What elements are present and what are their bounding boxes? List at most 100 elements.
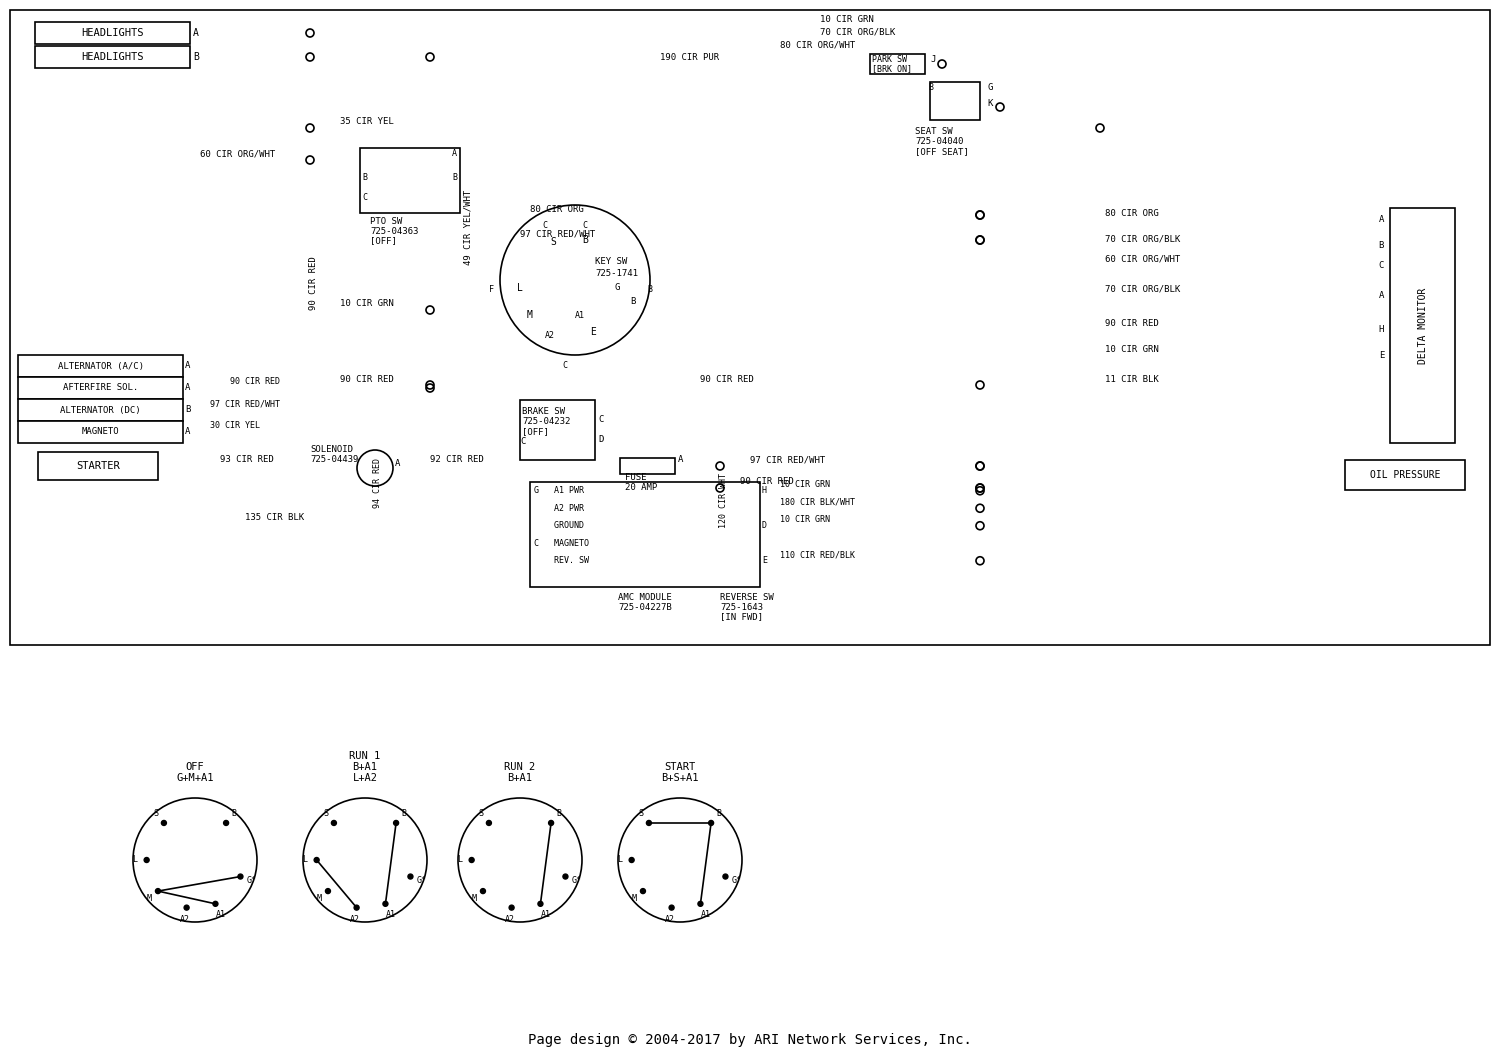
Circle shape bbox=[306, 124, 314, 132]
Text: SOLENOID: SOLENOID bbox=[310, 446, 352, 454]
Text: E: E bbox=[590, 327, 596, 337]
Circle shape bbox=[426, 384, 433, 392]
Text: 190 CIR PUR: 190 CIR PUR bbox=[660, 54, 718, 62]
Bar bbox=[34, 22, 190, 44]
Text: G*: G* bbox=[732, 876, 742, 885]
Text: S: S bbox=[153, 809, 159, 818]
Text: A1: A1 bbox=[700, 910, 711, 920]
Bar bbox=[18, 377, 183, 399]
Text: 70 CIR ORG/BLK: 70 CIR ORG/BLK bbox=[1106, 234, 1180, 244]
Text: S: S bbox=[478, 809, 483, 818]
Circle shape bbox=[996, 103, 1004, 111]
Text: Page design © 2004-2017 by ARI Network Services, Inc.: Page design © 2004-2017 by ARI Network S… bbox=[528, 1033, 972, 1046]
Circle shape bbox=[976, 484, 984, 492]
Circle shape bbox=[669, 905, 674, 910]
Text: G*: G* bbox=[572, 876, 582, 885]
Circle shape bbox=[976, 211, 984, 219]
Text: M: M bbox=[632, 894, 636, 903]
Text: 725-04363: 725-04363 bbox=[370, 226, 419, 235]
Text: 60 CIR ORG/WHT: 60 CIR ORG/WHT bbox=[200, 150, 276, 158]
Text: C: C bbox=[598, 415, 603, 425]
Text: 90 CIR RED: 90 CIR RED bbox=[230, 377, 280, 386]
Text: S: S bbox=[550, 237, 556, 247]
Text: C   MAGNETO: C MAGNETO bbox=[534, 539, 590, 548]
Text: 97 CIR RED/WHT: 97 CIR RED/WHT bbox=[520, 229, 596, 239]
Text: 10 CIR GRN: 10 CIR GRN bbox=[1106, 344, 1158, 354]
Circle shape bbox=[314, 857, 320, 863]
Text: B+S+A1: B+S+A1 bbox=[662, 773, 699, 782]
Text: 725-04040: 725-04040 bbox=[915, 137, 963, 147]
Text: 60 CIR ORG/WHT: 60 CIR ORG/WHT bbox=[1106, 254, 1180, 264]
Text: B+A1: B+A1 bbox=[507, 773, 532, 782]
Text: [OFF SEAT]: [OFF SEAT] bbox=[915, 148, 969, 156]
Text: [OFF]: [OFF] bbox=[522, 428, 549, 436]
Text: D: D bbox=[598, 435, 603, 445]
Text: 92 CIR RED: 92 CIR RED bbox=[430, 455, 483, 465]
Text: AMC MODULE: AMC MODULE bbox=[618, 592, 672, 602]
Text: K: K bbox=[987, 99, 993, 109]
Bar bbox=[38, 452, 158, 480]
Circle shape bbox=[480, 888, 486, 893]
Text: B: B bbox=[556, 809, 561, 818]
Text: START: START bbox=[664, 762, 696, 772]
Text: SEAT SW: SEAT SW bbox=[915, 128, 952, 136]
Text: 90 CIR RED: 90 CIR RED bbox=[740, 477, 794, 487]
Text: AFTERFIRE SOL.: AFTERFIRE SOL. bbox=[63, 383, 138, 393]
Circle shape bbox=[354, 905, 358, 910]
Text: G: G bbox=[615, 283, 620, 293]
Text: A1: A1 bbox=[386, 910, 396, 920]
Text: A: A bbox=[452, 149, 458, 157]
Bar bbox=[1346, 460, 1466, 490]
Text: B: B bbox=[630, 298, 636, 306]
Text: 49 CIR YEL/WHT: 49 CIR YEL/WHT bbox=[464, 190, 472, 265]
Text: 10 CIR GRN: 10 CIR GRN bbox=[340, 300, 393, 308]
Circle shape bbox=[224, 821, 228, 826]
Circle shape bbox=[426, 53, 433, 61]
Bar bbox=[520, 400, 596, 460]
Bar bbox=[18, 399, 183, 421]
Text: 725-1741: 725-1741 bbox=[596, 268, 638, 278]
Text: 80 CIR ORG: 80 CIR ORG bbox=[1106, 209, 1158, 219]
Circle shape bbox=[509, 905, 515, 910]
Circle shape bbox=[426, 306, 433, 314]
Text: A2: A2 bbox=[350, 916, 360, 924]
Text: 725-04439: 725-04439 bbox=[310, 455, 358, 465]
Circle shape bbox=[938, 60, 946, 68]
Text: A2: A2 bbox=[664, 916, 675, 924]
Text: S: S bbox=[324, 809, 328, 818]
Text: H: H bbox=[762, 486, 766, 495]
Text: B: B bbox=[194, 52, 200, 62]
Text: S: S bbox=[639, 809, 644, 818]
Circle shape bbox=[306, 53, 314, 61]
Text: 70 CIR ORG/BLK: 70 CIR ORG/BLK bbox=[1106, 284, 1180, 294]
Text: MAGNETO: MAGNETO bbox=[81, 428, 120, 436]
Text: M: M bbox=[146, 894, 152, 903]
Circle shape bbox=[332, 821, 336, 826]
Text: HEADLIGHTS: HEADLIGHTS bbox=[81, 29, 144, 38]
Text: C: C bbox=[582, 221, 588, 229]
Text: 35 CIR YEL: 35 CIR YEL bbox=[340, 117, 393, 127]
Circle shape bbox=[640, 888, 645, 893]
Text: A: A bbox=[194, 29, 200, 38]
Circle shape bbox=[393, 821, 399, 826]
Text: 20 AMP: 20 AMP bbox=[626, 484, 657, 492]
Bar bbox=[620, 458, 675, 474]
Text: 725-04227B: 725-04227B bbox=[618, 603, 672, 611]
Circle shape bbox=[184, 905, 189, 910]
Text: FUSE: FUSE bbox=[626, 473, 646, 483]
Text: 80 CIR ORG/WHT: 80 CIR ORG/WHT bbox=[780, 40, 855, 50]
Circle shape bbox=[976, 487, 984, 495]
Circle shape bbox=[144, 857, 148, 863]
Text: 30 CIR YEL: 30 CIR YEL bbox=[210, 421, 260, 431]
Text: E: E bbox=[762, 557, 766, 565]
Text: J: J bbox=[930, 55, 936, 63]
Circle shape bbox=[976, 211, 984, 219]
Circle shape bbox=[646, 821, 651, 826]
Text: B: B bbox=[582, 235, 588, 245]
Text: A: A bbox=[184, 383, 190, 393]
Text: F: F bbox=[489, 285, 495, 295]
Text: 90 CIR RED: 90 CIR RED bbox=[700, 375, 753, 383]
Bar bbox=[18, 421, 183, 444]
Text: PTO SW: PTO SW bbox=[370, 216, 402, 226]
Text: B: B bbox=[452, 173, 458, 183]
